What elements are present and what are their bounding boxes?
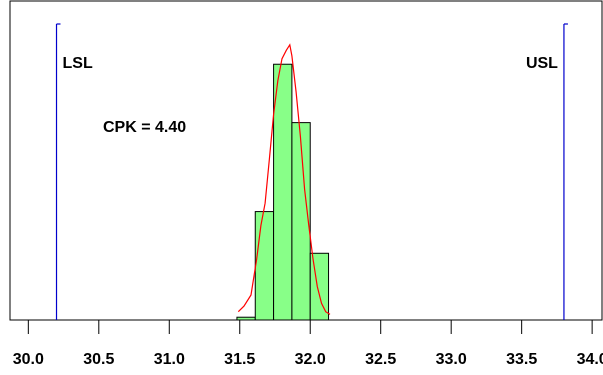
histogram-bar	[254, 211, 275, 321]
histogram-bar	[236, 316, 256, 321]
fit-curve-group	[237, 43, 331, 315]
fit-curve	[237, 43, 331, 315]
histogram-bar	[291, 122, 311, 321]
x-tick-label: 30.5	[83, 351, 114, 368]
histogram-bar	[273, 63, 293, 321]
x-tick-label: 32.0	[295, 351, 326, 368]
lsl-label: LSL	[63, 55, 93, 72]
x-tick-label: 33.5	[506, 351, 537, 368]
x-tick-label: 31.0	[154, 351, 185, 368]
histogram-bars	[236, 63, 330, 321]
cpk-annotation: CPK = 4.40	[103, 119, 186, 136]
x-tick-label: 31.5	[224, 351, 255, 368]
x-tick-label: 30.0	[13, 351, 44, 368]
x-tick-label: 33.0	[436, 351, 467, 368]
x-axis-ticks: 30.0 30.5 31.0 31.5 32.0 32.5 33.0 33.5 34.0	[13, 320, 603, 368]
spec-limit-lines: LSL USL	[55, 23, 568, 320]
x-tick-label: 34.0	[577, 351, 603, 368]
histogram-bar	[309, 252, 330, 321]
x-tick-label: 32.5	[365, 351, 396, 368]
usl-label: USL	[526, 55, 558, 72]
